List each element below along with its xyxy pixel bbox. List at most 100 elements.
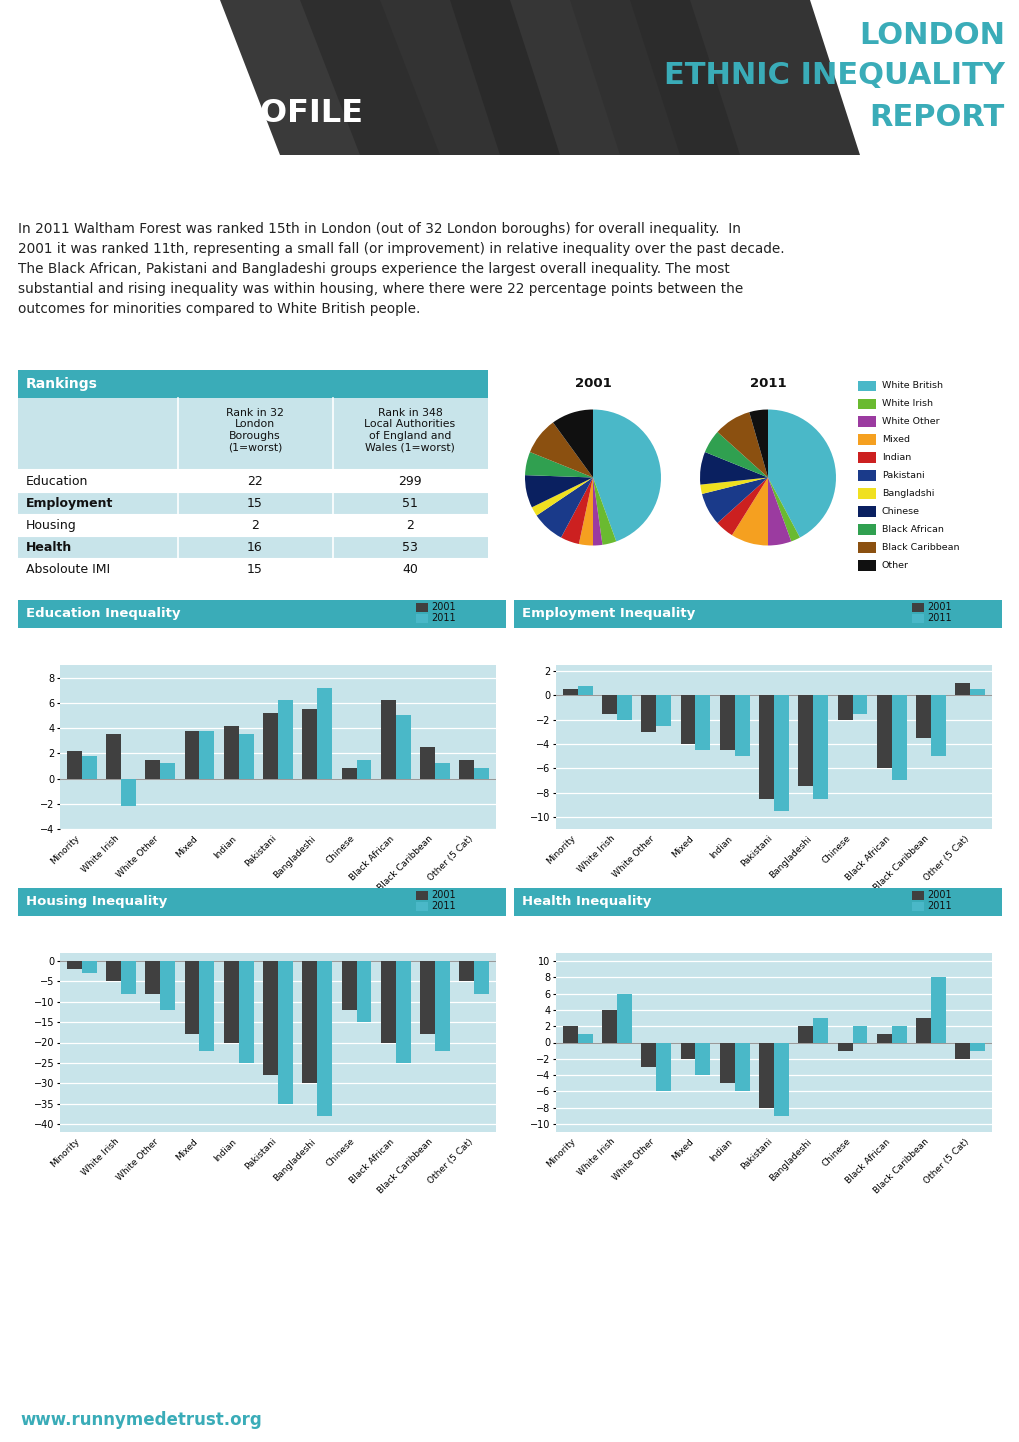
Bar — [911, 614, 923, 623]
Text: Waltham Forest: Waltham Forest — [18, 173, 278, 200]
Text: 2011: 2011 — [431, 901, 455, 911]
Bar — [655, 695, 671, 725]
Bar — [200, 962, 214, 1051]
Text: Mixed: Mixed — [881, 435, 909, 444]
Bar — [474, 962, 489, 994]
Bar — [380, 962, 395, 1043]
Bar — [184, 962, 200, 1034]
Title: 2001: 2001 — [574, 376, 610, 389]
Bar — [641, 695, 655, 731]
Bar — [278, 701, 292, 779]
Text: Education Inequality: Education Inequality — [25, 607, 180, 620]
Bar — [680, 1043, 695, 1058]
Text: Education: Education — [25, 474, 89, 487]
Bar — [852, 1027, 866, 1043]
Bar — [562, 1027, 577, 1043]
Polygon shape — [300, 0, 489, 154]
Text: 2: 2 — [406, 519, 414, 532]
Bar — [18, 888, 505, 916]
Bar — [911, 891, 923, 900]
Bar — [695, 695, 709, 750]
Bar — [969, 1043, 984, 1051]
Wedge shape — [536, 477, 592, 538]
Polygon shape — [689, 0, 859, 154]
Text: Rank in 32
London
Boroughs
(1=worst): Rank in 32 London Boroughs (1=worst) — [226, 408, 283, 453]
Text: 2001: 2001 — [431, 603, 455, 613]
Text: 40: 40 — [401, 562, 418, 575]
Bar — [911, 903, 923, 911]
Text: Health: Health — [25, 541, 72, 554]
Bar — [857, 506, 875, 516]
Bar — [616, 994, 631, 1043]
Bar — [18, 492, 487, 513]
Wedge shape — [592, 410, 660, 541]
Text: Bangladshi: Bangladshi — [881, 489, 933, 497]
Text: 2001: 2001 — [926, 603, 951, 613]
Wedge shape — [552, 410, 592, 477]
Text: BOROUGH PROFILE: BOROUGH PROFILE — [18, 98, 363, 128]
Text: Absoloute IMI: Absoloute IMI — [25, 562, 110, 575]
Text: Other: Other — [881, 561, 908, 570]
Bar — [891, 695, 906, 780]
Text: www.runnymedetrust.org: www.runnymedetrust.org — [20, 1412, 262, 1429]
Bar — [680, 695, 695, 744]
Text: White British: White British — [881, 381, 942, 391]
Text: 2011: 2011 — [926, 613, 951, 623]
Bar — [18, 398, 487, 470]
Bar — [223, 962, 238, 1043]
Bar — [420, 962, 435, 1034]
Bar — [930, 695, 945, 756]
Bar — [223, 725, 238, 779]
Wedge shape — [531, 477, 592, 516]
Polygon shape — [449, 0, 620, 154]
Wedge shape — [560, 477, 592, 544]
Text: 22: 22 — [247, 474, 263, 487]
Wedge shape — [716, 412, 767, 477]
Bar — [145, 760, 160, 779]
Bar — [915, 695, 930, 738]
Bar — [18, 536, 487, 558]
Bar — [734, 1043, 749, 1092]
Bar — [121, 962, 136, 994]
Bar — [18, 513, 487, 536]
Bar — [82, 756, 97, 779]
Wedge shape — [767, 477, 791, 545]
Text: RUNNYMEDE: RUNNYMEDE — [841, 1410, 999, 1430]
Bar — [263, 962, 278, 1076]
Bar — [317, 962, 332, 1116]
Bar — [263, 712, 278, 779]
Bar — [857, 542, 875, 552]
Bar — [915, 1018, 930, 1043]
Text: Rank in 348
Local Authorities
of England and
Wales (1=worst): Rank in 348 Local Authorities of England… — [364, 408, 455, 453]
Bar — [514, 600, 1001, 629]
Bar — [812, 695, 827, 799]
Bar — [857, 417, 875, 427]
Bar — [798, 695, 812, 786]
Text: 2001: 2001 — [431, 891, 455, 900]
Bar — [758, 695, 773, 799]
Title: 2011: 2011 — [749, 376, 786, 389]
Bar — [837, 1043, 852, 1051]
Bar — [812, 1018, 827, 1043]
Text: Employment: Employment — [25, 496, 113, 509]
Bar — [719, 1043, 734, 1083]
Text: 299: 299 — [397, 474, 422, 487]
Bar — [184, 731, 200, 779]
Bar — [121, 779, 136, 806]
Bar — [857, 453, 875, 463]
Bar — [852, 695, 866, 714]
Text: ETHNIC INEQUALITY: ETHNIC INEQUALITY — [663, 61, 1004, 89]
Bar — [955, 1043, 969, 1058]
Text: 2011: 2011 — [431, 613, 455, 623]
Bar — [106, 962, 121, 982]
Text: In 2011 Waltham Forest was ranked 15th in London (out of 32 London boroughs) for: In 2011 Waltham Forest was ranked 15th i… — [18, 222, 784, 316]
Text: 15: 15 — [247, 496, 263, 509]
Wedge shape — [525, 474, 592, 508]
Wedge shape — [732, 477, 767, 545]
Wedge shape — [592, 477, 615, 545]
Bar — [773, 1043, 788, 1116]
Text: Rankings: Rankings — [25, 376, 98, 391]
Bar — [66, 962, 82, 969]
Bar — [837, 695, 852, 720]
Bar — [695, 1043, 709, 1076]
